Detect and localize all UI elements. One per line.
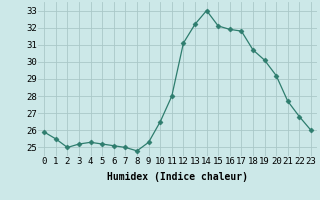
X-axis label: Humidex (Indice chaleur): Humidex (Indice chaleur) bbox=[107, 172, 248, 182]
